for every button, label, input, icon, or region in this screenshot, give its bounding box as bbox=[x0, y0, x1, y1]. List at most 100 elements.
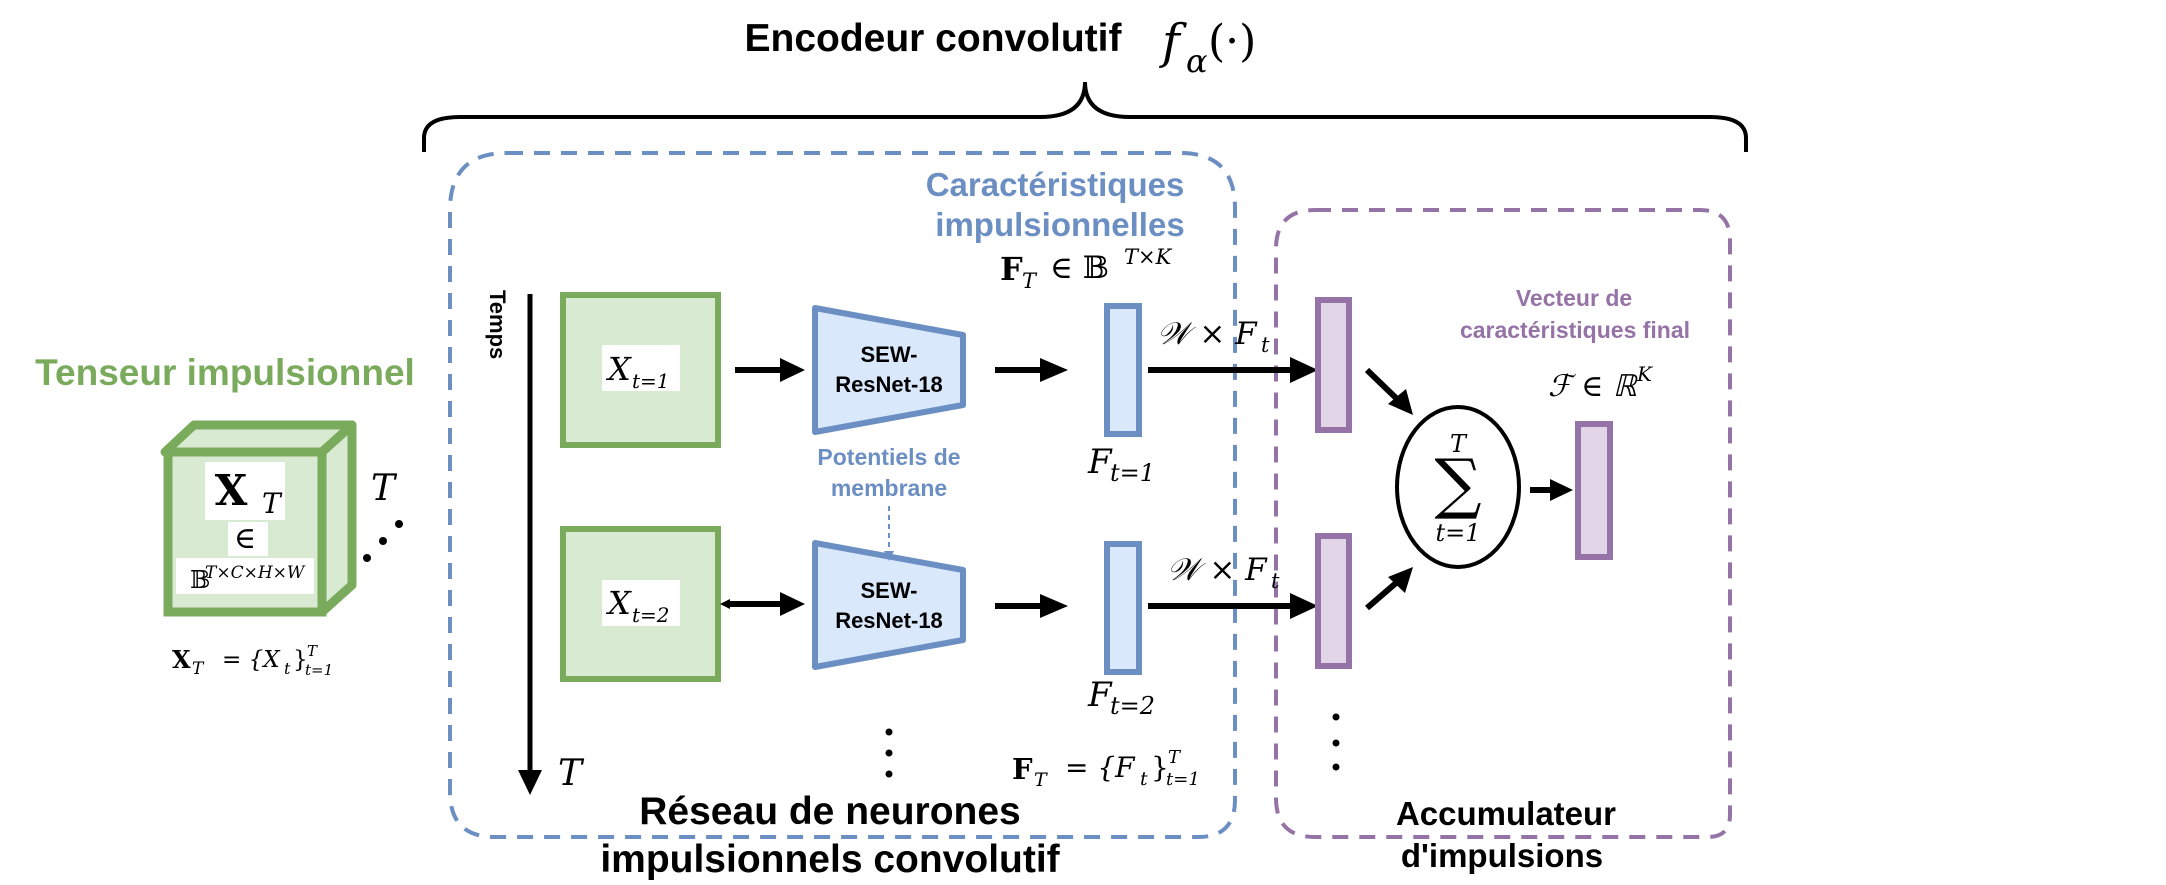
accumulator-region bbox=[1274, 208, 1732, 839]
accumulator-title-l2: d'impulsions bbox=[1401, 837, 1603, 874]
spike-feature-t2 bbox=[1104, 541, 1142, 675]
svg-text:F: F bbox=[1087, 675, 1113, 715]
accumulator-title-l1: Accumulateur bbox=[1396, 795, 1616, 832]
spike-features-title-l1: Caractéristiques bbox=[926, 166, 1185, 203]
membrane-arrow bbox=[884, 506, 894, 561]
svg-text:T: T bbox=[307, 642, 318, 660]
svg-text:α: α bbox=[1186, 42, 1208, 80]
svg-text:t: t bbox=[1140, 768, 1148, 790]
svg-text:T: T bbox=[1022, 269, 1038, 293]
svg-text:= {F: = {F bbox=[1065, 751, 1136, 784]
input-title: Tenseur impulsionnel bbox=[35, 352, 415, 393]
membrane-label-l2: membrane bbox=[831, 475, 947, 501]
arrow-to-sum-t2 bbox=[1365, 567, 1413, 611]
svg-text:t=2: t=2 bbox=[632, 603, 670, 627]
feature-set-equation: F T = {F t } T t=1 bbox=[1012, 747, 1200, 791]
sew-resnet-block-t2: SEW- ResNet-18 bbox=[812, 540, 966, 670]
arrow-to-sum-t1 bbox=[1364, 367, 1413, 415]
svg-text:SEW-: SEW- bbox=[861, 578, 918, 603]
svg-text:t: t bbox=[1261, 333, 1270, 357]
arrow-weighted-t1 bbox=[1148, 357, 1318, 383]
input-tensor-cube: X T ∈ 𝔹 T×C×H×W bbox=[160, 420, 357, 617]
membrane-label-l1: Potentiels de bbox=[817, 444, 960, 470]
svg-text:X: X bbox=[605, 584, 632, 622]
svg-text:= {X: = {X bbox=[222, 647, 281, 673]
cube-ellipsis bbox=[363, 520, 403, 562]
svg-text:T: T bbox=[192, 659, 205, 679]
arrow-frame1-to-block1 bbox=[735, 358, 805, 382]
svg-text:T×K: T×K bbox=[1124, 245, 1173, 269]
cube-in: ∈ bbox=[234, 521, 256, 556]
svg-text:X: X bbox=[172, 645, 191, 674]
weight-label-t1: 𝒲 × F t bbox=[1157, 316, 1270, 357]
sum-node: T ∑ t=1 bbox=[1395, 405, 1521, 569]
final-vector-equation: ℱ ∈ ℝ K bbox=[1548, 362, 1653, 404]
arrow-block2-to-feature2 bbox=[995, 594, 1068, 618]
arrow-block1-to-feature1 bbox=[995, 358, 1068, 382]
arrow-frame2-to-block2 bbox=[720, 592, 805, 616]
svg-text:t=1: t=1 bbox=[305, 661, 333, 679]
cube-depth-label: T bbox=[371, 468, 398, 509]
encoder-brace bbox=[422, 81, 1748, 152]
svg-text:F: F bbox=[1087, 442, 1113, 482]
cube-set: 𝔹 bbox=[190, 566, 210, 594]
feature-label-t1: F t=1 bbox=[1087, 442, 1155, 487]
svg-text:∈ 𝔹: ∈ 𝔹 bbox=[1050, 250, 1109, 286]
input-frame-t1: X t=1 bbox=[560, 292, 721, 448]
svg-text:t=2: t=2 bbox=[1110, 692, 1155, 720]
time-axis-end: T bbox=[558, 753, 585, 794]
time-axis-label: Temps bbox=[485, 290, 510, 359]
snn-title-l2: impulsionnels convolutif bbox=[600, 838, 1060, 881]
svg-text:F: F bbox=[1000, 250, 1023, 288]
arrow-sum-to-final bbox=[1530, 479, 1573, 501]
accumulator-ellipsis bbox=[1332, 713, 1340, 771]
svg-text:t: t bbox=[284, 659, 291, 678]
accumulated-vector-t1 bbox=[1315, 297, 1352, 433]
svg-text:ℱ ∈ ℝ: ℱ ∈ ℝ bbox=[1548, 369, 1638, 404]
svg-text:t=1: t=1 bbox=[1166, 769, 1200, 790]
svg-text:T: T bbox=[1034, 769, 1048, 791]
svg-text:t=1: t=1 bbox=[1435, 519, 1480, 547]
final-vector-title-l1: Vecteur de bbox=[1516, 285, 1632, 311]
svg-text:SEW-: SEW- bbox=[861, 342, 918, 367]
final-feature-vector bbox=[1575, 421, 1613, 560]
svg-text:}: } bbox=[1151, 751, 1169, 784]
svg-text:𝒲 × F: 𝒲 × F bbox=[1167, 552, 1268, 588]
final-vector-title-l2: caractéristiques final bbox=[1460, 317, 1690, 343]
cube-sup: T×C×H×W bbox=[205, 563, 306, 583]
cube-sub: T bbox=[262, 487, 283, 520]
block-ellipsis bbox=[885, 728, 893, 778]
svg-text:F: F bbox=[1012, 752, 1033, 786]
spike-features-title-l2: impulsionnelles bbox=[935, 206, 1184, 243]
sew-resnet-block-t1: SEW- ResNet-18 bbox=[812, 305, 966, 435]
svg-text:T: T bbox=[1168, 747, 1182, 768]
feature-label-t2: F t=2 bbox=[1087, 675, 1155, 720]
cube-x: X bbox=[215, 466, 248, 515]
time-axis bbox=[518, 294, 542, 795]
svg-text:𝒲 × F: 𝒲 × F bbox=[1157, 316, 1258, 352]
svg-text:X: X bbox=[605, 350, 632, 388]
svg-text:T: T bbox=[1450, 430, 1468, 458]
input-frame-t2: X t=2 bbox=[560, 526, 721, 682]
svg-text:}: } bbox=[293, 647, 308, 673]
snn-title-l1: Réseau de neurones bbox=[639, 790, 1020, 833]
svg-text:f: f bbox=[1159, 14, 1187, 70]
snn-region bbox=[448, 151, 1237, 839]
svg-text:(·): (·) bbox=[1208, 16, 1256, 67]
svg-text:K: K bbox=[1636, 362, 1653, 386]
svg-text:∑: ∑ bbox=[1434, 445, 1481, 522]
svg-text:t: t bbox=[1271, 569, 1280, 593]
encoder-function: f α (·) bbox=[1159, 14, 1256, 80]
svg-text:t=1: t=1 bbox=[632, 369, 670, 393]
svg-text:ResNet-18: ResNet-18 bbox=[835, 372, 943, 397]
accumulated-vector-t2 bbox=[1315, 533, 1352, 669]
arrow-weighted-t2 bbox=[1148, 593, 1318, 619]
input-sequence-equation: X T = {X t } T t=1 bbox=[172, 642, 333, 679]
svg-text:ResNet-18: ResNet-18 bbox=[835, 608, 943, 633]
svg-text:t=1: t=1 bbox=[1110, 459, 1155, 487]
spike-features-equation: F T ∈ 𝔹 T×K bbox=[1000, 245, 1173, 293]
spike-feature-t1 bbox=[1104, 303, 1142, 437]
encoder-title: Encodeur convolutif bbox=[744, 17, 1122, 60]
